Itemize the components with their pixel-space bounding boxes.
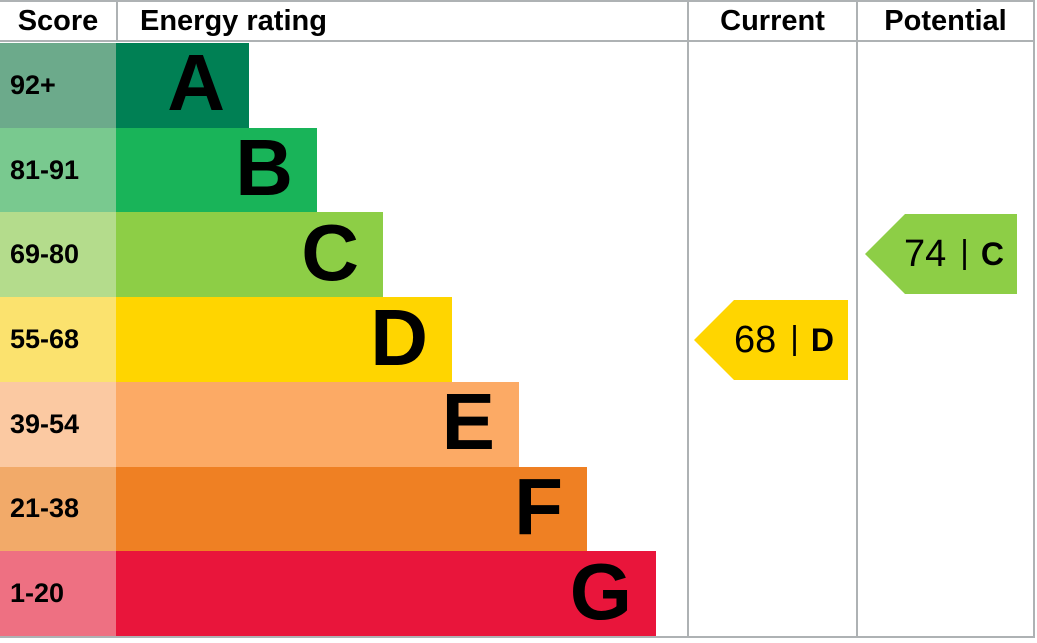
score-column-header: Score [17, 4, 99, 37]
band-d-score-range: 55-68 [0, 297, 116, 382]
band-b-score-range: 81-91 [0, 127, 116, 213]
potential-column-divider [856, 0, 858, 638]
band-row-d: 55-68 D [0, 297, 1037, 382]
table-right-border [1033, 0, 1035, 638]
band-a-bar: A [116, 43, 249, 128]
band-d-letter: D [370, 292, 428, 382]
band-row-f: 21-38 F [0, 461, 1037, 552]
band-g-bar: G [116, 546, 656, 637]
band-c-bar: C [116, 207, 383, 298]
current-rating-band: D [810, 321, 834, 358]
current-column-divider [687, 0, 689, 638]
band-rows: 92+ A 81-91 B 69-80 C 55-68 D 39-54 [0, 43, 1037, 637]
score-column-divider [116, 0, 118, 40]
band-row-b: 81-91 B [0, 128, 1037, 213]
band-b-letter: B [235, 123, 293, 213]
band-c-letter: C [301, 207, 359, 297]
potential-column-header: Potential [884, 4, 1007, 37]
band-row-a: 92+ A [0, 43, 1037, 128]
band-f-bar: F [116, 461, 587, 552]
band-d-bar: D [116, 297, 452, 382]
potential-rating-value: 74 [904, 232, 947, 275]
band-row-g: 1-20 G [0, 546, 1037, 637]
band-c-score-range: 69-80 [0, 212, 116, 298]
band-g-letter: G [569, 546, 632, 636]
band-row-e: 39-54 E [0, 382, 1037, 467]
band-a-score-range: 92+ [0, 43, 116, 128]
band-f-letter: F [514, 461, 563, 551]
current-column-header: Current [720, 4, 825, 37]
band-g-score-range: 1-20 [0, 551, 116, 637]
band-row-c: 69-80 C [0, 207, 1037, 298]
current-rating-value: 68 [734, 318, 777, 361]
table-top-border [0, 0, 1035, 2]
band-e-bar: E [116, 382, 519, 467]
table-bottom-border [0, 636, 1035, 638]
band-e-letter: E [441, 377, 495, 467]
current-rating-separator: | [790, 319, 799, 356]
potential-rating-band: C [980, 235, 1004, 272]
band-e-score-range: 39-54 [0, 381, 116, 467]
energy-rating-column-header: Energy rating [140, 4, 327, 37]
header-bottom-border [0, 40, 1035, 42]
band-b-bar: B [116, 128, 317, 213]
band-a-letter: A [167, 38, 225, 128]
potential-rating-separator: | [960, 233, 969, 270]
band-f-score-range: 21-38 [0, 466, 116, 552]
